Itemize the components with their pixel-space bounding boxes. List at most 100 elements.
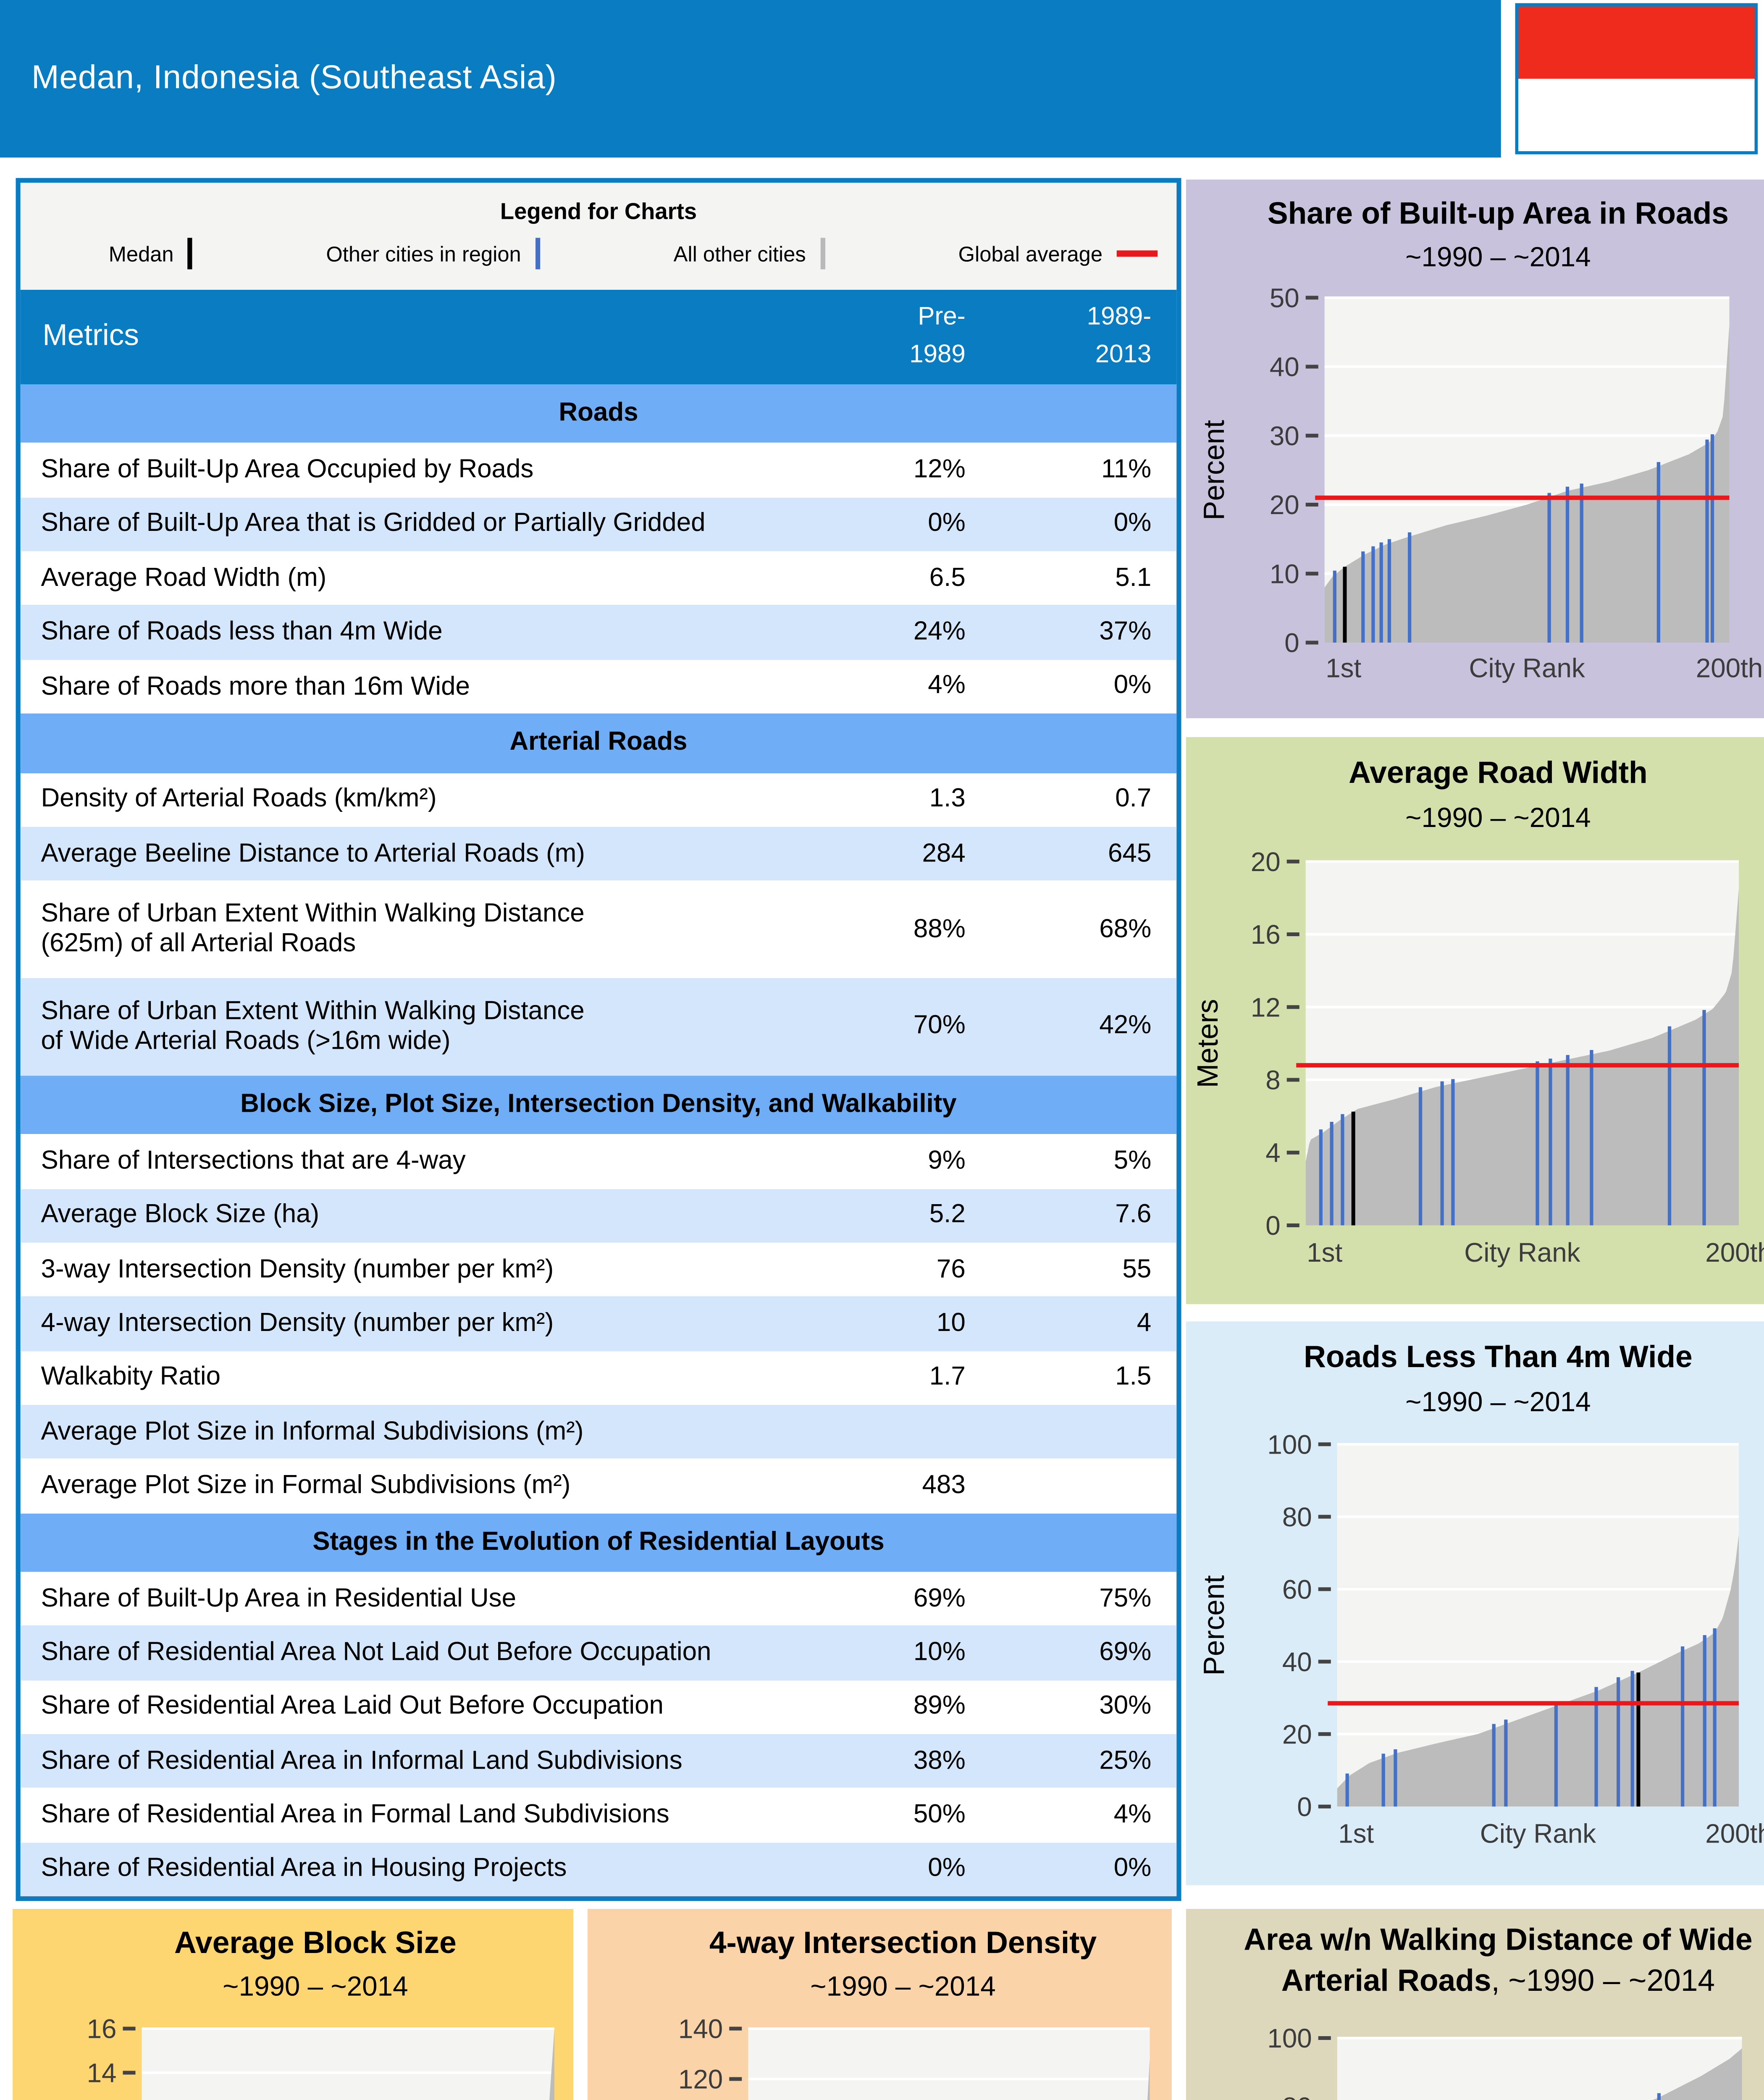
metric-value-1989-2013: 645 xyxy=(1108,839,1152,867)
y-tick-label: 30 xyxy=(1270,421,1299,451)
metric-value-1989-2013: 1.5 xyxy=(1115,1362,1152,1391)
metric-value-1989-2013: 68% xyxy=(1099,914,1152,943)
metric-label: Share of Intersections that are 4-way xyxy=(41,1146,466,1175)
metric-label: Share of Built-Up Area Occupied by Roads xyxy=(41,455,534,484)
metric-label: Share of Roads less than 4m Wide xyxy=(41,617,443,646)
metric-value-pre-1989: 89% xyxy=(913,1692,966,1721)
metric-value-pre-1989: 9% xyxy=(928,1146,966,1175)
metric-value-1989-2013: 11% xyxy=(1101,455,1152,484)
table-section-header: Roads xyxy=(20,384,1177,444)
y-tick-label: 80 xyxy=(1282,1502,1312,1532)
y-axis-label: Percent xyxy=(1197,1575,1230,1675)
metric-value-1989-2013: 37% xyxy=(1099,617,1152,646)
y-tick-label: 8 xyxy=(1265,1065,1280,1095)
metric-value-1989-2013: 0% xyxy=(1113,509,1152,538)
chart-subtitle: ~1990 – ~2014 xyxy=(1405,242,1591,272)
metric-value-1989-2013: 4% xyxy=(1113,1800,1152,1829)
flag-white-band xyxy=(1518,79,1755,151)
distribution-area xyxy=(1147,2058,1150,2100)
legend-items: Medan Other cities in region All other cit… xyxy=(21,238,1177,270)
chart-svg: Average Road Width ~1990 – ~2014 0 4 8 12 16 20… xyxy=(1186,737,1764,1304)
legend-title: Legend for Charts xyxy=(500,200,697,226)
chart-subtitle: ~1990 – ~2014 xyxy=(810,1971,995,2001)
metric-value-1989-2013: 55 xyxy=(1122,1254,1152,1283)
metric-value-1989-2013: 75% xyxy=(1099,1584,1152,1612)
chart-svg: Share of Built-up Area in Roads ~1990 – ~… xyxy=(1186,179,1764,718)
legend-item-medan: Medan xyxy=(109,238,193,270)
metric-value-pre-1989: 4% xyxy=(928,672,966,700)
table-row: Share of Residential Area in Housing Pro… xyxy=(20,1842,1177,1897)
blue-vertical-bar-icon xyxy=(535,238,540,270)
chart-title: Share of Built-up Area in Roads xyxy=(1268,197,1729,231)
y-tick-label: 100 xyxy=(1267,1429,1312,1460)
y-tick-label: 4 xyxy=(1265,1138,1280,1168)
chart-title: Average Road Width xyxy=(1349,756,1648,790)
metric-value-1989-2013: 0.7 xyxy=(1115,785,1152,813)
x-axis-label-city-rank: City Rank xyxy=(1480,1819,1596,1849)
metric-label: Walkabity Ratio xyxy=(41,1362,221,1391)
chart-svg: Roads Less Than 4m Wide ~1990 – ~2014 0 20 4… xyxy=(1186,1321,1764,1885)
x-axis-label-first: 1st xyxy=(1338,1819,1374,1849)
chart-svg: Area w/n Walking Distance of Wide Arteria… xyxy=(1186,1909,1764,2100)
y-tick-label: 100 xyxy=(1267,2023,1312,2053)
y-tick-label: 12 xyxy=(1251,992,1281,1022)
distribution-area xyxy=(1652,2048,1742,2100)
legend-item-global-average: Global average xyxy=(958,242,1158,265)
metric-label: Average Road Width (m) xyxy=(41,563,327,592)
chart-share-of-built-up-area-in-roads: Share of Built-up Area in Roads ~1990 – ~… xyxy=(1186,179,1764,718)
metric-value-1989-2013: 42% xyxy=(1099,1011,1152,1040)
metric-value-pre-1989: 1.7 xyxy=(929,1362,966,1391)
metric-value-pre-1989: 1.3 xyxy=(929,785,966,813)
chart-title: Roads Less Than 4m Wide xyxy=(1304,1340,1693,1374)
x-axis-label-first: 1st xyxy=(1307,1237,1342,1268)
metric-label: Share of Urban Extent Within Walking Dis… xyxy=(41,899,585,958)
metric-value-pre-1989: 284 xyxy=(922,839,966,867)
gray-vertical-bar-icon xyxy=(820,238,825,270)
x-axis-label-200th: 200th xyxy=(1705,1819,1764,1849)
metrics-column-header: Metrics xyxy=(42,320,139,353)
page-header: Medan, Indonesia (Southeast Asia) xyxy=(0,0,1501,158)
table-row: Share of Roads less than 4m Wide 24% 37% xyxy=(20,605,1177,660)
table-row: Share of Built-Up Area Occupied by Roads… xyxy=(21,443,1177,497)
table-row: Density of Arterial Roads (km/km²) 1.3 0.7 xyxy=(21,773,1177,827)
metric-value-pre-1989: 38% xyxy=(913,1746,966,1775)
y-tick-label: 16 xyxy=(87,2014,117,2044)
table-row: Average Plot Size in Formal Subdivisions… xyxy=(21,1459,1177,1513)
y-tick-label: 120 xyxy=(678,2064,723,2095)
y-tick-label: 20 xyxy=(1270,490,1299,520)
metric-value-1989-2013: 7.6 xyxy=(1115,1200,1152,1229)
table-section-header: Stages in the Evolution of Residential L… xyxy=(20,1512,1177,1572)
metric-value-1989-2013: 25% xyxy=(1099,1746,1152,1775)
table-row: Share of Urban Extent Within Walking Dis… xyxy=(21,881,1177,978)
distribution-area xyxy=(1324,325,1730,643)
metric-label: Average Block Size (ha) xyxy=(41,1200,320,1229)
table-row: Average Road Width (m) 6.5 5.1 xyxy=(21,551,1177,606)
table-row: Share of Residential Area in Formal Land… xyxy=(21,1788,1177,1843)
chart-roads-less-than-4m-wide: Roads Less Than 4m Wide ~1990 – ~2014 0 20 4… xyxy=(1186,1321,1764,1885)
x-axis-label-200th: 200th xyxy=(1705,1237,1764,1268)
x-axis-label-first: 1st xyxy=(1326,653,1361,683)
y-tick-label: 0 xyxy=(1297,1792,1312,1822)
metric-value-pre-1989: 0% xyxy=(928,509,966,538)
metric-label: Density of Arterial Roads (km/km²) xyxy=(41,785,437,814)
table-row: Average Block Size (ha) 5.2 7.6 xyxy=(20,1188,1177,1243)
y-axis-label: Meters xyxy=(1191,999,1224,1088)
table-row: Share of Roads more than 16m Wide 4% 0% xyxy=(21,660,1177,714)
page-title: Medan, Indonesia (Southeast Asia) xyxy=(32,60,557,96)
chart-svg: Average Block Size~1990 – ~2014024681012… xyxy=(13,1909,573,2100)
table-header-row: Metrics Pre- 1989 1989- 2013 xyxy=(20,290,1177,384)
legend-item-label: Global average xyxy=(958,242,1102,265)
metric-value-pre-1989: 24% xyxy=(913,617,966,646)
metric-label: 4-way Intersection Density (number per k… xyxy=(41,1308,554,1337)
chart-area-w-n-walking-distance-of-wide: Area w/n Walking Distance of Wide Arteria… xyxy=(1186,1909,1764,2100)
y-tick-label: 140 xyxy=(678,2014,723,2044)
table-section-header: Block Size, Plot Size, Intersection Dens… xyxy=(20,1075,1177,1134)
metric-value-1989-2013: 69% xyxy=(1099,1638,1152,1667)
y-axis-label: Percent xyxy=(1197,420,1230,520)
table-row: Share of Built-Up Area in Residential Us… xyxy=(21,1572,1177,1626)
y-tick-label: 20 xyxy=(1282,1719,1312,1749)
distribution-area xyxy=(1305,889,1739,1226)
legend-item-label: Other cities in region xyxy=(326,242,521,265)
metric-label: Average Beeline Distance to Arterial Roa… xyxy=(41,839,585,867)
